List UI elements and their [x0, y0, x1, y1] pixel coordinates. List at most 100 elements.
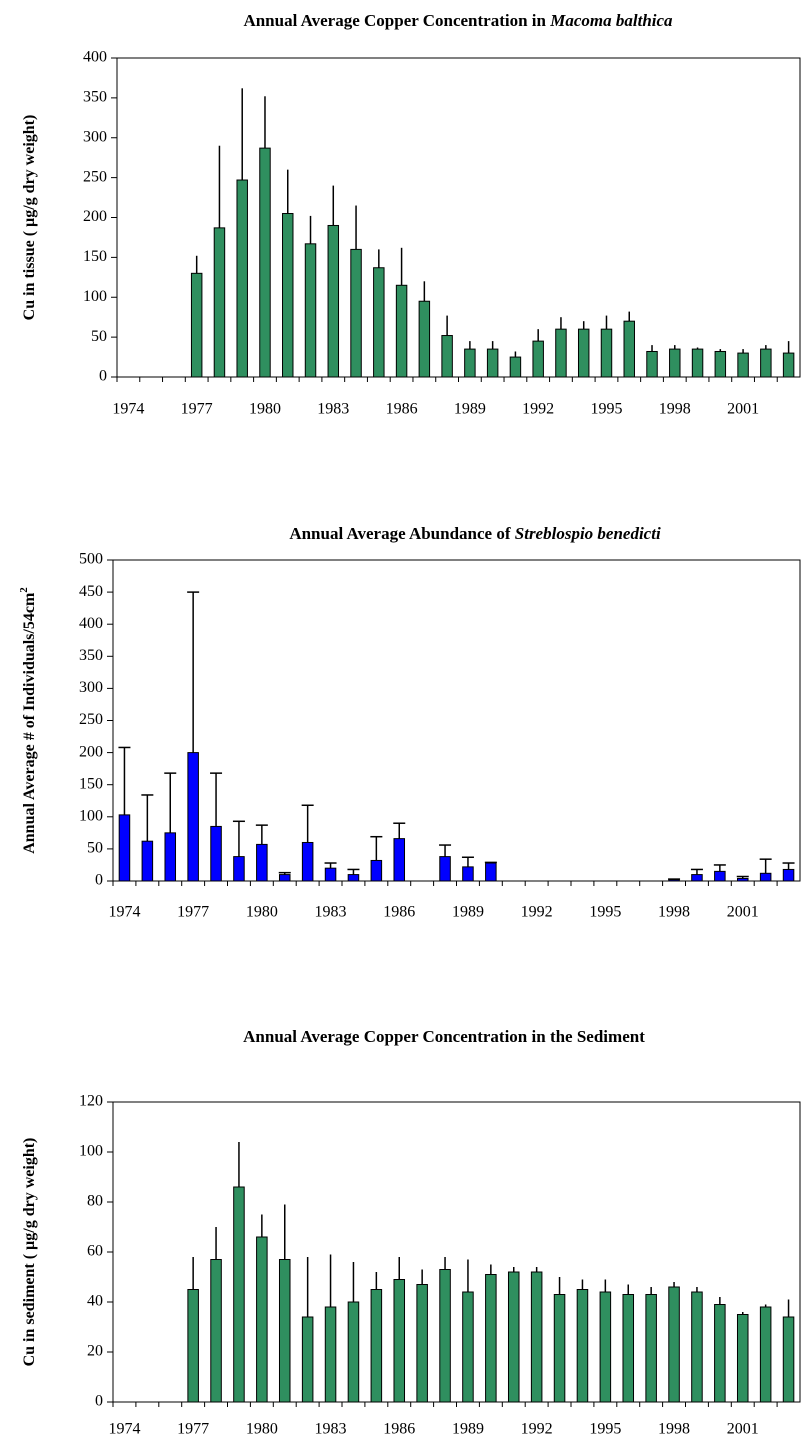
bar — [530, 1271, 543, 1403]
y-label-text: Annual Average # of Individuals/54cm — [21, 592, 38, 854]
bar — [347, 874, 360, 882]
bar — [418, 300, 431, 378]
x-tick-label: 1980 — [246, 1421, 278, 1438]
bar — [509, 356, 522, 378]
bar — [256, 1236, 268, 1403]
x-tick-label: 1992 — [522, 401, 554, 418]
title-species: Streblospio benedicti — [515, 524, 661, 543]
x-tick-label: 1977 — [177, 1421, 209, 1438]
bar — [141, 840, 154, 882]
bar — [370, 1289, 383, 1403]
bar — [759, 872, 772, 882]
bar — [301, 1316, 314, 1403]
bar — [373, 267, 385, 378]
bar — [327, 224, 340, 378]
bar — [118, 814, 131, 882]
x-tick-label: 1986 — [383, 904, 415, 921]
bar — [210, 1259, 222, 1403]
bar — [782, 352, 795, 378]
bar — [347, 1301, 360, 1403]
bar — [278, 1259, 291, 1403]
y-tick-label: 100 — [79, 807, 103, 824]
bar — [256, 843, 268, 882]
x-tick-label: 1983 — [315, 904, 347, 921]
bar — [301, 841, 314, 882]
y-tick-label: 300 — [83, 128, 107, 145]
x-tick-label: 1998 — [659, 401, 691, 418]
x-tick-label: 2001 — [727, 904, 759, 921]
bar — [646, 350, 658, 378]
bar — [393, 838, 406, 882]
bar — [393, 1279, 406, 1403]
bar — [576, 1289, 589, 1403]
bar — [782, 868, 795, 882]
y-tick-label: 0 — [95, 872, 103, 889]
bar — [782, 1316, 795, 1403]
x-tick-label: 1974 — [112, 401, 144, 418]
x-tick-label: 1980 — [249, 401, 281, 418]
bar — [187, 1289, 199, 1403]
y-tick-label: 80 — [87, 1193, 103, 1210]
x-tick-label: 1989 — [452, 1421, 484, 1438]
y-tick-label: 450 — [79, 583, 103, 600]
y-tick-label: 150 — [83, 248, 107, 265]
bar — [669, 348, 681, 378]
title-text: Annual Average Copper Concentration in t… — [243, 1027, 645, 1046]
bar — [462, 866, 474, 882]
x-tick-label: 1983 — [317, 401, 349, 418]
bar — [714, 870, 726, 882]
bar — [236, 179, 248, 378]
y-tick-label: 400 — [79, 615, 103, 632]
bar — [691, 874, 703, 882]
bar — [187, 752, 199, 882]
x-tick-label: 1998 — [658, 904, 690, 921]
bar — [555, 328, 567, 378]
y-tick-label: 400 — [83, 49, 107, 66]
x-tick-label: 1974 — [108, 1421, 140, 1438]
bar — [532, 340, 544, 378]
x-tick-label: 1992 — [521, 904, 553, 921]
bar — [164, 832, 177, 882]
y-tick-label: 150 — [79, 775, 103, 792]
bar — [278, 874, 291, 882]
bar — [600, 328, 613, 378]
y-tick-label: 200 — [79, 743, 103, 760]
bar — [507, 1271, 520, 1403]
x-tick-label: 2001 — [727, 401, 759, 418]
y-tick-label: 100 — [79, 1143, 103, 1160]
y-tick-label: 350 — [83, 89, 107, 106]
x-tick-label: 1983 — [315, 1421, 347, 1438]
y-axis-label: Cu in sediment ( µg/g dry weight) — [21, 1138, 38, 1367]
y-axis-label: Cu in tissue ( µg/g dry weight) — [21, 115, 38, 321]
title-text: Annual Average Abundance of — [289, 524, 511, 543]
bar — [439, 856, 451, 882]
y-tick-label: 300 — [79, 679, 103, 696]
y-label-text: Cu in tissue ( µg/g dry weight) — [21, 115, 38, 321]
y-label-text: Cu in sediment ( µg/g dry weight) — [21, 1138, 38, 1367]
title-species: Macoma balthica — [549, 11, 673, 30]
bar — [714, 350, 727, 378]
bar — [486, 348, 499, 378]
chart-title: Annual Average Copper Concentration in M… — [243, 11, 673, 30]
bar — [282, 213, 294, 378]
bar — [395, 284, 408, 378]
y-tick-label: 50 — [87, 840, 103, 857]
x-tick-label: 2001 — [727, 1421, 759, 1438]
bar — [304, 243, 317, 378]
bar — [210, 825, 222, 882]
x-tick-label: 1995 — [589, 904, 621, 921]
y-tick-label: 350 — [79, 647, 103, 664]
bar — [259, 147, 271, 378]
x-tick-label: 1986 — [383, 1421, 415, 1438]
x-tick-label: 1992 — [521, 1421, 553, 1438]
bar — [645, 1294, 657, 1403]
y-label-sup: 2 — [18, 587, 30, 593]
bar — [599, 1291, 612, 1403]
bar — [737, 352, 749, 378]
bar — [485, 1274, 497, 1403]
bar — [485, 862, 497, 882]
bar — [324, 867, 337, 882]
y-axis-label: Annual Average # of Individuals/54cm2 — [18, 587, 38, 854]
bar — [462, 1291, 474, 1403]
